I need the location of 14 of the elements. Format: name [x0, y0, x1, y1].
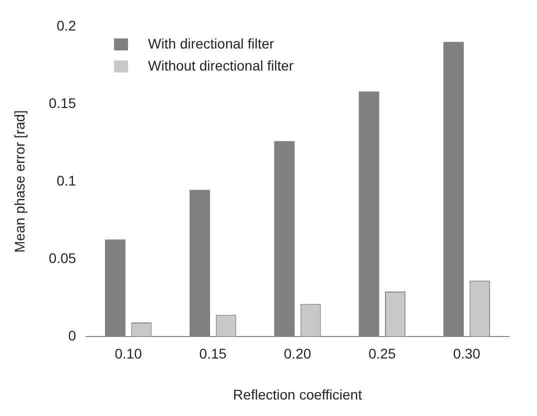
y-tick-label: 0.05 [48, 250, 76, 266]
y-axis-title: Mean phase error [rad] [11, 110, 28, 253]
y-tick-label: 0 [68, 327, 76, 344]
y-tick-label: 0.15 [48, 94, 76, 111]
legend-label: With directional filter [148, 35, 274, 52]
x-axis-title: Reflection coefficient [233, 386, 362, 402]
x-tick-label: 0.20 [284, 346, 312, 362]
y-tick-label: 0.1 [56, 172, 76, 188]
legend-label: Without directional filter [148, 57, 294, 74]
x-tick-label: 0.15 [199, 346, 227, 362]
x-tick-label: 0.25 [368, 346, 396, 362]
x-tick-label: 0.10 [114, 346, 142, 362]
x-tick-label: 0.30 [453, 346, 481, 362]
y-tick-label: 0.2 [56, 17, 76, 34]
